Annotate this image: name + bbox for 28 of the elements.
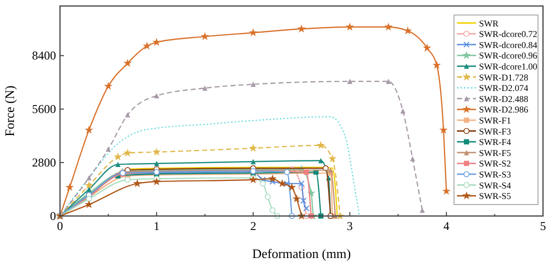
legend-label: SWR-D2.074 (479, 83, 529, 94)
legend-label: SWR-F4 (479, 137, 512, 148)
legend-label: SWR-dcore0.84 (479, 40, 538, 50)
x-tick-label: 1 (154, 219, 160, 233)
legend-label: SWR-F3 (479, 126, 512, 136)
legend-label: SWR-D2.488 (479, 94, 529, 104)
x-tick-label: 3 (346, 219, 353, 233)
y-axis-title: Force (N) (2, 86, 17, 136)
legend-label: SWR-S3 (479, 170, 512, 180)
x-tick-label: 5 (540, 219, 546, 233)
x-tick-label: 2 (250, 219, 256, 233)
y-tick-label: 2800 (32, 156, 56, 170)
legend-label: SWR-dcore0.72 (479, 29, 538, 40)
x-axis-title: Deformation (mm) (252, 246, 351, 261)
legend-label: SWR-F5 (479, 148, 512, 158)
x-tick-label: 4 (443, 219, 450, 233)
legend-label: SWR (479, 18, 499, 28)
legend-label: SWR-dcore0.96 (479, 50, 538, 61)
y-tick-label: 8400 (32, 48, 56, 63)
legend-label: SWR-D1.728 (479, 72, 529, 82)
legend-label: SWR-F1 (479, 116, 512, 126)
legend-label: SWR-S5 (479, 191, 512, 202)
y-tick-label: 5600 (32, 102, 56, 116)
y-tick-label: 0 (50, 209, 56, 223)
legend-label: SWR-S2 (479, 158, 512, 169)
legend-label: SWR-D2.986 (479, 104, 529, 115)
legend-label: SWR-dcore1.00 (479, 62, 538, 72)
legend-label: SWR-S4 (479, 180, 512, 190)
